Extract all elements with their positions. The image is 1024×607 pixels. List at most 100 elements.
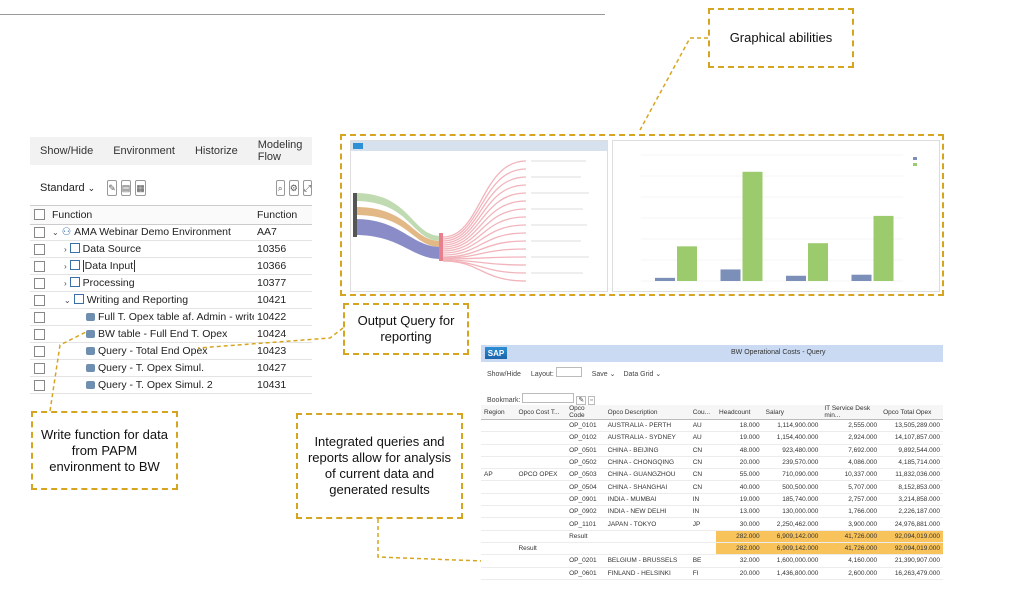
chevron-down-icon[interactable]: ⌄ [52, 228, 59, 237]
menu-modeling-flow[interactable]: Modeling Flow [257, 139, 303, 163]
col-it-service[interactable]: IT Service Desk min... [821, 405, 881, 420]
select-all-checkbox[interactable] [34, 209, 45, 220]
bar[interactable] [720, 269, 741, 281]
report-cell: 18.000 [716, 419, 763, 433]
column-function-id[interactable]: Function [257, 209, 298, 221]
chevron-right-icon[interactable]: › [64, 262, 67, 271]
row-checkbox[interactable] [34, 346, 45, 357]
bar[interactable] [742, 171, 763, 281]
report-row[interactable]: OP_0901 INDIA - MUMBAI IN 19.000 185,740.000… [481, 493, 943, 507]
tree-row[interactable]: Query - T. Opex Simul. 2 10431 [30, 377, 312, 394]
report-row[interactable]: OP_1101 JAPAN - TOKYO JP 30.000 2,250,462.00… [481, 517, 943, 531]
col-country[interactable]: Cou... [689, 405, 717, 420]
chevron-down-icon[interactable]: ⌄ [655, 371, 662, 378]
col-salary[interactable]: Salary [762, 405, 822, 420]
col-cost-type[interactable]: Opco Cost T... [515, 405, 567, 420]
report-row[interactable]: OP_0902 INDIA - NEW DELHI IN 13.000 130,000.… [481, 505, 943, 519]
row-checkbox[interactable] [34, 363, 45, 374]
report-cell: 2,924.000 [821, 431, 881, 445]
table-icon [86, 330, 95, 338]
delete-icon[interactable]: ▫ [588, 396, 595, 405]
report-row[interactable]: OP_0501 CHINA - BEIJING CN 48.000 923,480.00… [481, 444, 943, 457]
cell-region [481, 542, 516, 556]
bar[interactable] [655, 277, 675, 281]
report-row[interactable]: OP_0601 FINLAND - HELSINKI FI 20.000 1,436,8… [481, 567, 943, 580]
tree-row[interactable]: ⌄ Writing and Reporting 10421 [30, 292, 312, 309]
result-row[interactable]: Result 282.000 6,909,142.000 41,726.000 92,0… [481, 542, 943, 556]
report-cell: 185,740.000 [762, 493, 822, 507]
grid-icon[interactable]: ▦ [135, 180, 146, 196]
col-opco-desc[interactable]: Opco Description [604, 405, 690, 420]
chevron-right-icon[interactable]: › [64, 279, 67, 288]
tree-row[interactable]: BW table - Full End T. Opex 10424 [30, 326, 312, 343]
chevron-down-icon[interactable]: ⌄ [87, 182, 96, 193]
report-cell: OP_0501 [566, 444, 605, 457]
col-total-opex[interactable]: Opco Total Opex [880, 405, 943, 420]
report-cell: 4,086.000 [821, 456, 881, 470]
report-cell: 24,976,881.000 [880, 517, 943, 531]
sap-logo: SAP [485, 347, 507, 359]
chevron-down-icon[interactable]: ⌄ [64, 296, 71, 305]
tree-row[interactable]: › Data Source 10356 [30, 241, 312, 258]
menu-historize[interactable]: Historize [194, 145, 238, 157]
tree-row[interactable]: Query - Total End Opex 10423 [30, 343, 312, 360]
bar[interactable] [851, 274, 872, 281]
cell-region: AP [481, 468, 516, 482]
layout-select[interactable] [555, 367, 582, 377]
chevron-right-icon[interactable]: › [64, 245, 67, 254]
column-function[interactable]: Function [52, 209, 93, 221]
report-cell: OP_0503 [566, 468, 605, 482]
row-id: 10427 [257, 362, 287, 374]
tree-row[interactable]: › Processing 10377 [30, 275, 312, 292]
report-save[interactable]: Save [591, 371, 608, 378]
menu-environment[interactable]: Environment [113, 145, 175, 157]
edit-icon[interactable]: ✎ [107, 180, 117, 196]
fullscreen-icon[interactable]: ⤢ [302, 180, 312, 196]
row-checkbox[interactable] [34, 244, 45, 255]
chevron-down-icon[interactable]: ⌄ [609, 371, 616, 378]
col-headcount[interactable]: Headcount [716, 405, 763, 420]
report-row[interactable]: OP_0101 AUSTRALIA - PERTH AU 18.000 1,114,90… [481, 419, 943, 433]
tree-row[interactable]: Full T. Opex table af. Admin - write to … [30, 309, 312, 326]
report-show-hide[interactable]: Show/Hide [487, 371, 521, 378]
report-layout[interactable]: Layout: [530, 371, 554, 378]
bar[interactable] [786, 275, 806, 281]
col-region[interactable]: Region [481, 405, 516, 420]
tree-row[interactable]: › Data Input 10366 [30, 258, 312, 275]
report-row[interactable]: OP_0201 BELGIUM - BRUSSELS BE 32.000 1,600,0… [481, 554, 943, 568]
bar[interactable] [873, 215, 894, 281]
report-row[interactable]: OP_0504 CHINA - SHANGHAI CN 40.000 500,500.0… [481, 480, 943, 494]
row-checkbox[interactable] [34, 329, 45, 340]
report-row[interactable]: OP_0102 AUSTRALIA - SYDNEY AU 19.000 1,154,4… [481, 431, 943, 445]
report-cell: 2,600.000 [821, 567, 881, 580]
report-row[interactable]: OP_0502 CHINA - CHONGQING CN 20.000 239,570.… [481, 456, 943, 470]
copy-icon[interactable]: ▤ [120, 180, 132, 196]
result-row[interactable]: Result 282.000 6,909,142.000 41,726.000 92,0… [481, 530, 943, 543]
row-checkbox[interactable] [34, 312, 45, 323]
settings-icon[interactable]: ⚙ [288, 180, 299, 196]
report-data-grid[interactable]: Data Grid [623, 371, 654, 378]
bookmark-select[interactable] [522, 393, 575, 403]
row-checkbox[interactable] [34, 278, 45, 289]
view-select[interactable]: Standard [40, 182, 85, 194]
tree-row[interactable]: Query - T. Opex Simul. 10427 [30, 360, 312, 377]
menu-show-hide[interactable]: Show/Hide [40, 145, 94, 157]
row-checkbox[interactable] [34, 227, 45, 238]
row-checkbox[interactable] [34, 380, 45, 391]
bar[interactable] [677, 246, 697, 281]
search-icon[interactable]: ⌕ [275, 180, 285, 196]
cell-cost-type [515, 456, 567, 470]
bar[interactable] [808, 243, 828, 281]
result-cell: 282.000 [716, 542, 763, 556]
cell-region [481, 554, 516, 568]
col-opco-code[interactable]: Opco Code [566, 405, 605, 420]
report-cell: 30.000 [716, 517, 763, 531]
tree-row[interactable]: ⌄ ⚇ AMA Webinar Demo Environment AA7 [30, 224, 312, 241]
row-checkbox[interactable] [34, 261, 45, 272]
edit-icon[interactable]: ✎ [576, 396, 587, 405]
cell-region [481, 456, 516, 470]
report-cell: AUSTRALIA - PERTH [604, 419, 690, 433]
report-row[interactable]: AP OPCO OPEX OP_0503 CHINA - GUANGZHOU CN 55.… [481, 468, 943, 482]
cell-country [689, 542, 717, 556]
row-checkbox[interactable] [34, 295, 45, 306]
